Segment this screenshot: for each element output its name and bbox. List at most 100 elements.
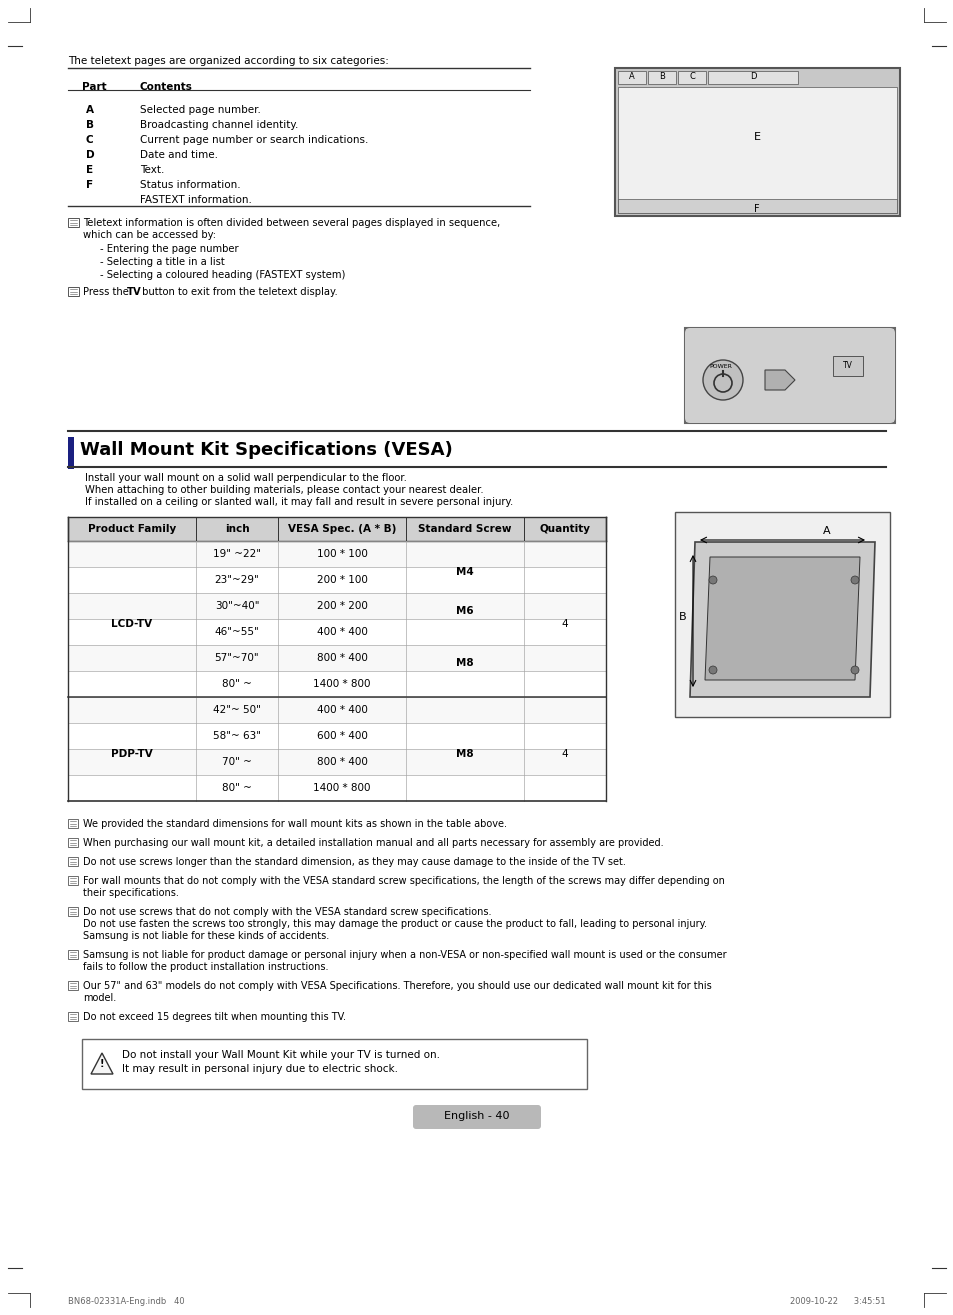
Text: 57"~70": 57"~70": [214, 654, 259, 663]
Text: Broadcasting channel identity.: Broadcasting channel identity.: [140, 120, 298, 130]
Bar: [684, 327, 894, 423]
Text: Part: Part: [82, 82, 107, 92]
Text: VESA Spec. (A * B): VESA Spec. (A * B): [288, 523, 395, 534]
Text: which can be accessed by:: which can be accessed by:: [83, 230, 215, 241]
Bar: [68, 723, 605, 750]
Text: Quantity: Quantity: [539, 523, 590, 534]
Bar: [615, 68, 899, 216]
Text: Do not use fasten the screws too strongly, this may damage the product or cause : Do not use fasten the screws too strongl…: [83, 919, 706, 928]
Text: Samsung is not liable for these kinds of accidents.: Samsung is not liable for these kinds of…: [83, 931, 329, 942]
Text: model.: model.: [83, 993, 116, 1003]
Text: For wall mounts that do not comply with the VESA standard screw specifications, : For wall mounts that do not comply with …: [83, 876, 724, 886]
Bar: [68, 876, 78, 885]
Circle shape: [702, 360, 742, 400]
Text: We provided the standard dimensions for wall mount kits as shown in the table ab: We provided the standard dimensions for …: [83, 819, 506, 828]
Bar: [68, 857, 78, 867]
Bar: [68, 218, 79, 227]
Text: M8: M8: [456, 750, 474, 759]
Polygon shape: [91, 1053, 112, 1074]
Text: Date and time.: Date and time.: [140, 150, 218, 160]
Text: English - 40: English - 40: [444, 1111, 509, 1120]
Bar: [68, 437, 74, 469]
Text: Install your wall mount on a solid wall perpendicular to the floor.: Install your wall mount on a solid wall …: [85, 473, 406, 483]
Text: Wall Mount Kit Specifications (VESA): Wall Mount Kit Specifications (VESA): [80, 441, 453, 459]
Bar: [707, 71, 797, 84]
Text: A: A: [86, 105, 94, 114]
Text: - Selecting a title in a list: - Selecting a title in a list: [100, 256, 225, 267]
Text: M6: M6: [456, 606, 474, 615]
Bar: [68, 819, 78, 828]
Bar: [68, 949, 78, 959]
Bar: [68, 775, 605, 801]
Text: 1400 * 800: 1400 * 800: [313, 679, 371, 689]
Bar: [68, 517, 605, 540]
Text: Do not use screws that do not comply with the VESA standard screw specifications: Do not use screws that do not comply wit…: [83, 907, 491, 917]
Text: E: E: [86, 164, 93, 175]
Circle shape: [708, 576, 717, 584]
Bar: [68, 567, 605, 593]
Text: 200 * 100: 200 * 100: [316, 575, 367, 585]
Text: PDP-TV: PDP-TV: [111, 750, 152, 759]
Text: 100 * 100: 100 * 100: [316, 548, 367, 559]
Text: B: B: [659, 72, 664, 82]
Text: C: C: [688, 72, 694, 82]
Text: their specifications.: their specifications.: [83, 888, 179, 898]
Text: Standard Screw: Standard Screw: [417, 523, 511, 534]
Bar: [68, 750, 605, 775]
Text: Current page number or search indications.: Current page number or search indication…: [140, 135, 368, 145]
Text: LCD-TV: LCD-TV: [112, 619, 152, 629]
Text: TV: TV: [842, 362, 852, 370]
Text: A: A: [628, 72, 634, 82]
Text: 46"~55": 46"~55": [214, 627, 259, 636]
Polygon shape: [689, 542, 874, 697]
Text: When purchasing our wall mount kit, a detailed installation manual and all parts: When purchasing our wall mount kit, a de…: [83, 838, 663, 848]
Bar: [68, 540, 605, 567]
Circle shape: [850, 665, 858, 675]
Text: 400 * 400: 400 * 400: [316, 705, 367, 715]
Text: The teletext pages are organized according to six categories:: The teletext pages are organized accordi…: [68, 57, 389, 66]
Text: 200 * 200: 200 * 200: [316, 601, 367, 611]
Text: button to exit from the teletext display.: button to exit from the teletext display…: [139, 287, 337, 297]
Text: fails to follow the product installation instructions.: fails to follow the product installation…: [83, 963, 328, 972]
Text: 800 * 400: 800 * 400: [316, 757, 367, 767]
Bar: [68, 838, 78, 847]
Bar: [68, 644, 605, 671]
Text: 30"~40": 30"~40": [214, 601, 259, 611]
Circle shape: [850, 576, 858, 584]
Bar: [68, 1013, 78, 1020]
Text: D: D: [749, 72, 756, 82]
Text: A: A: [822, 526, 830, 537]
Bar: [647, 71, 676, 84]
Text: B: B: [86, 120, 94, 130]
Text: - Selecting a coloured heading (FASTEXT system): - Selecting a coloured heading (FASTEXT …: [100, 270, 345, 280]
Text: Product Family: Product Family: [88, 523, 176, 534]
Text: - Entering the page number: - Entering the page number: [100, 245, 238, 254]
Text: inch: inch: [225, 523, 249, 534]
Text: Press the: Press the: [83, 287, 132, 297]
Text: E: E: [753, 132, 760, 142]
Text: D: D: [86, 150, 94, 160]
Bar: [618, 71, 645, 84]
Text: POWER: POWER: [708, 364, 731, 370]
Text: When attaching to other building materials, please contact your nearest dealer.: When attaching to other building materia…: [85, 485, 483, 494]
Text: F: F: [86, 180, 93, 189]
Bar: [68, 593, 605, 619]
Bar: [832, 356, 862, 376]
Text: Our 57" and 63" models do not comply with VESA Specifications. Therefore, you sh: Our 57" and 63" models do not comply wit…: [83, 981, 711, 992]
Text: If installed on a ceiling or slanted wall, it may fall and result in severe pers: If installed on a ceiling or slanted wal…: [85, 497, 513, 508]
Bar: [68, 981, 78, 990]
Bar: [68, 287, 79, 296]
Text: Text.: Text.: [140, 164, 164, 175]
Text: FASTEXT information.: FASTEXT information.: [140, 195, 252, 205]
Text: 23"~29": 23"~29": [214, 575, 259, 585]
Text: Do not exceed 15 degrees tilt when mounting this TV.: Do not exceed 15 degrees tilt when mount…: [83, 1013, 346, 1022]
Text: C: C: [86, 135, 93, 145]
Bar: [675, 512, 889, 717]
Bar: [678, 71, 705, 84]
Bar: [68, 697, 605, 723]
Circle shape: [708, 665, 717, 675]
Text: Do not install your Wall Mount Kit while your TV is turned on.: Do not install your Wall Mount Kit while…: [122, 1049, 439, 1060]
Text: Do not use screws longer than the standard dimension, as they may cause damage t: Do not use screws longer than the standa…: [83, 857, 625, 867]
Text: 4: 4: [561, 750, 568, 759]
Text: 600 * 400: 600 * 400: [316, 731, 367, 740]
